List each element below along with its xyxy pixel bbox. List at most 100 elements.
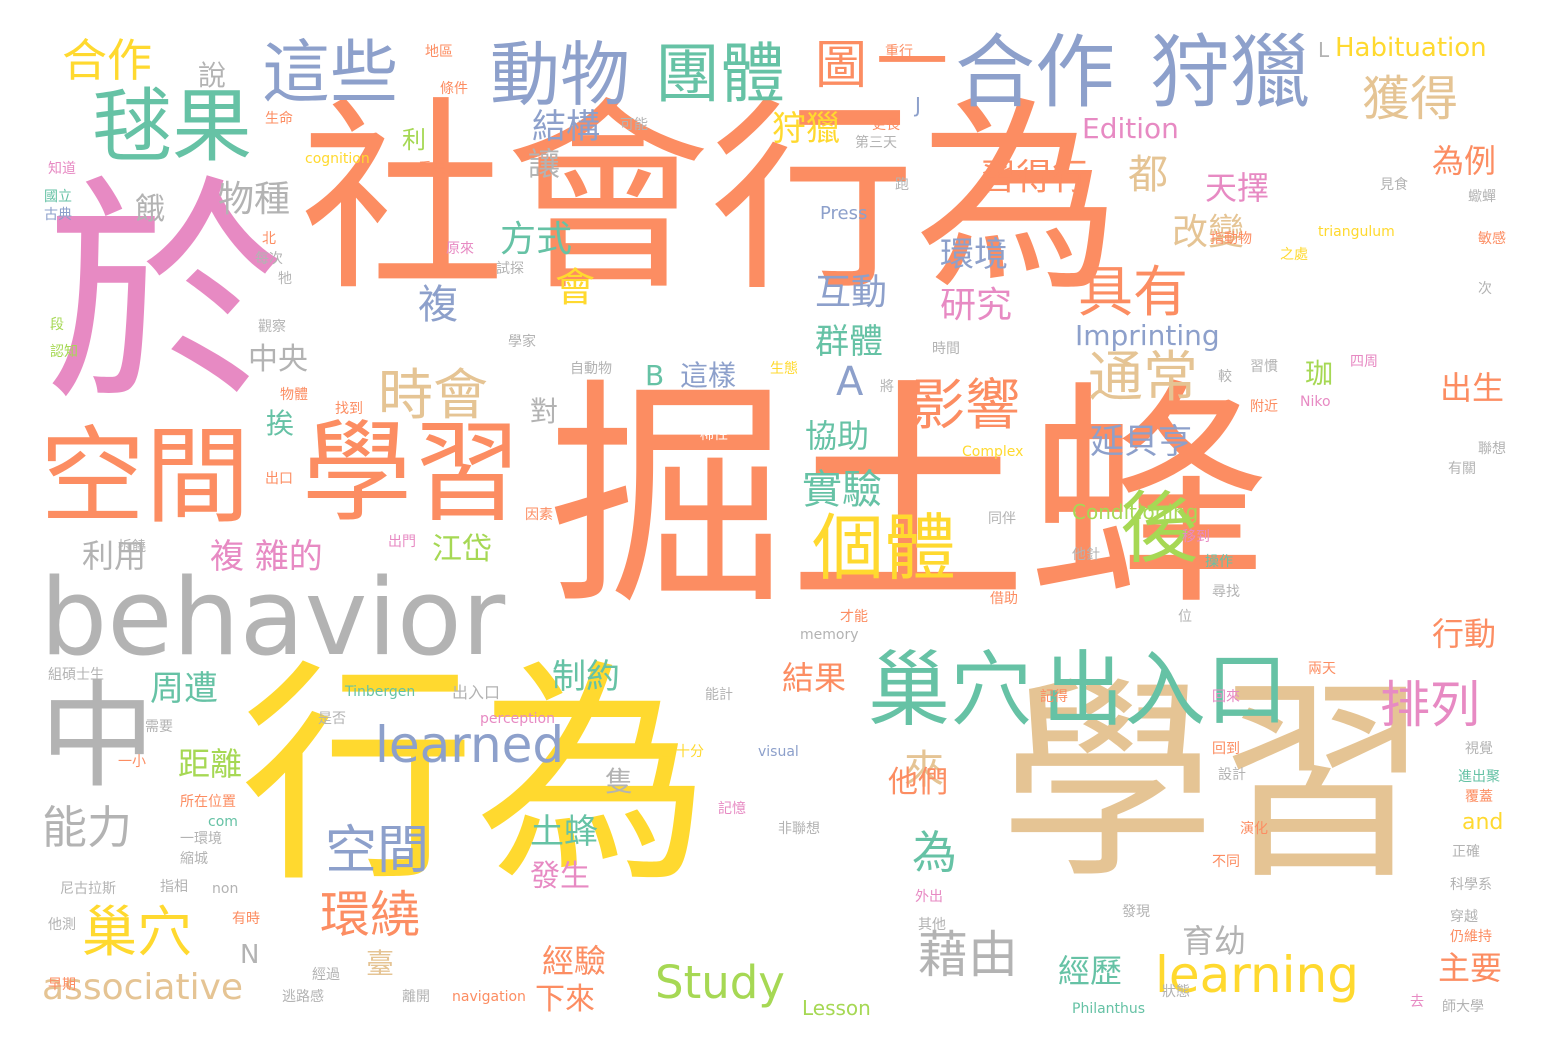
word-youguan: 有關 xyxy=(1448,461,1476,477)
word-gaibian: 改變 xyxy=(1172,212,1245,253)
word-ci: 次 xyxy=(1478,281,1492,297)
word-zhong: 中 xyxy=(40,670,156,804)
word-xuyao: 需要 xyxy=(145,719,173,735)
word-jue-tufeng: 掘土蜂 xyxy=(548,358,1269,638)
word-l: L xyxy=(1318,38,1330,62)
word-taolugan: 逃路感 xyxy=(282,989,324,1005)
word-meici: 每次 xyxy=(255,251,283,267)
word-sheji: 設計 xyxy=(1218,767,1246,783)
word-xidexing: 習得行 xyxy=(980,157,1089,198)
word-xuejia: 學家 xyxy=(508,334,536,350)
word-ai: 挨 xyxy=(266,407,295,440)
word-chaoxue-small: 巢穴 xyxy=(82,900,193,964)
word-and: and xyxy=(1462,810,1504,835)
word-juli: 距離 xyxy=(178,745,243,783)
word-tianze: 天擇 xyxy=(1205,169,1270,207)
word-zaoqi: 早期 xyxy=(48,977,76,993)
word-xuexi-mid: 學習 xyxy=(302,409,522,537)
word-xixing: 稀性 xyxy=(700,427,728,443)
word-hudong: 互動 xyxy=(815,272,888,313)
word-jiang: 將 xyxy=(880,379,894,395)
word-shifou: 是否 xyxy=(318,711,346,727)
word-reng-weichi: 仍維持 xyxy=(1450,929,1492,945)
word-nigulasi: 尼古拉斯 xyxy=(60,881,116,897)
word-jieguo: 結果 xyxy=(782,659,847,697)
word-disantian: 第三天 xyxy=(855,135,897,151)
word-huanrao: 環繞 xyxy=(320,886,420,944)
word-butong: 不同 xyxy=(1212,854,1240,870)
word-shehui-xingwei: 社會行為 xyxy=(300,81,1120,319)
word-xiguan: 習慣 xyxy=(1250,359,1278,375)
word-chairao: 拆饒 xyxy=(118,539,146,555)
word-zhidao: 知道 xyxy=(48,161,76,177)
word-a: A xyxy=(836,359,864,405)
word-lesson: Lesson xyxy=(802,996,871,1020)
word-shidaxue: 師大學 xyxy=(1442,999,1484,1015)
word-visual: visual xyxy=(758,744,799,760)
word-zhuangtai: 狀態 xyxy=(1162,984,1190,1000)
word-caozuo: 操作 xyxy=(1205,554,1233,570)
word-mu: 牠 xyxy=(278,271,292,287)
word-learned: learned xyxy=(375,716,565,774)
word-liyong: 利用 xyxy=(82,537,147,575)
word-jingli: 經歷 xyxy=(1058,952,1123,990)
word-guancha: 觀察 xyxy=(258,319,286,335)
word-jieyou: 藉由 xyxy=(918,926,1018,984)
word-jingguo: 經過 xyxy=(312,967,340,983)
word-zidongwu: 自動物 xyxy=(570,361,612,377)
word-tazhen: 他針 xyxy=(1072,547,1100,563)
word-j: J xyxy=(915,93,921,117)
word-diqu: 地區 xyxy=(425,44,453,60)
word-suocheng: 縮城 xyxy=(180,851,208,867)
word-yuanlai: 原來 xyxy=(446,241,474,257)
word-huanjing: 環境 xyxy=(940,235,1008,275)
word-nengji: 能計 xyxy=(705,687,733,703)
word-jiao: 較 xyxy=(1218,369,1232,385)
word-memory: memory xyxy=(800,627,859,643)
word-shitan: 試探 xyxy=(496,261,524,277)
word-learning: learning xyxy=(1155,946,1359,1004)
word-chuanyue: 穿越 xyxy=(1450,909,1478,925)
word-zhi: 隻 xyxy=(605,765,634,798)
word-hou: 後 xyxy=(1120,484,1199,574)
word-faxian: 發現 xyxy=(1122,904,1150,920)
word-zhexie: 這些 xyxy=(262,34,399,113)
word-huidao: 回到 xyxy=(1212,741,1240,757)
word-sizhou: 四周 xyxy=(1350,354,1378,370)
word-xingdong: 行動 xyxy=(1432,615,1497,653)
word-qiuguo: 毬果 xyxy=(92,80,252,173)
word-shoulie-small: 狩獵 xyxy=(772,109,840,149)
word-nengli: 能力 xyxy=(42,801,133,854)
word-complex: Complex xyxy=(962,444,1024,460)
word-guoli: 國立 xyxy=(44,189,72,205)
word-likai: 離開 xyxy=(402,989,430,1005)
word-press: Press xyxy=(820,203,868,224)
word-fuza-de: 複 雜的 xyxy=(210,537,323,577)
word-habituation: Habituation xyxy=(1335,33,1487,63)
word-yidao: 移到 xyxy=(1182,529,1210,545)
word-tuanti: 團體 xyxy=(655,37,786,112)
word-pao: 跑 xyxy=(895,177,909,193)
word-geti: 個體 xyxy=(812,506,957,590)
word-rang: 讓 xyxy=(528,145,561,183)
word-shuo: 說 xyxy=(198,59,227,92)
word-associative: associative xyxy=(42,967,244,1008)
word-xuexi-large: 學習 xyxy=(1000,657,1430,908)
word-xunzhao: 尋找 xyxy=(1212,584,1240,600)
word-kexuexi: 科學系 xyxy=(1450,877,1492,893)
word-zhongyao: 重要 xyxy=(418,161,446,177)
word-yuyou: 育幼 xyxy=(1182,922,1247,960)
word-gudian: 古典 xyxy=(44,207,72,223)
word-chaoxue-mid: 巢穴 xyxy=(868,643,1033,738)
word-zhichu: 之處 xyxy=(1280,247,1308,263)
word-renzhi: 認知 xyxy=(50,344,78,360)
word-tamen: 他們 xyxy=(888,765,948,800)
word-hui: 會 xyxy=(555,265,595,311)
word-navigation: navigation xyxy=(452,989,526,1005)
word-n: N xyxy=(240,940,260,970)
word-tufeng-small: 土蜂 xyxy=(530,812,598,852)
word-yixiao: 一小 xyxy=(118,754,146,770)
word-zhiyue: 制約 xyxy=(552,657,620,697)
word-zhuyao: 主要 xyxy=(1438,949,1503,987)
word-b: B xyxy=(645,359,665,392)
